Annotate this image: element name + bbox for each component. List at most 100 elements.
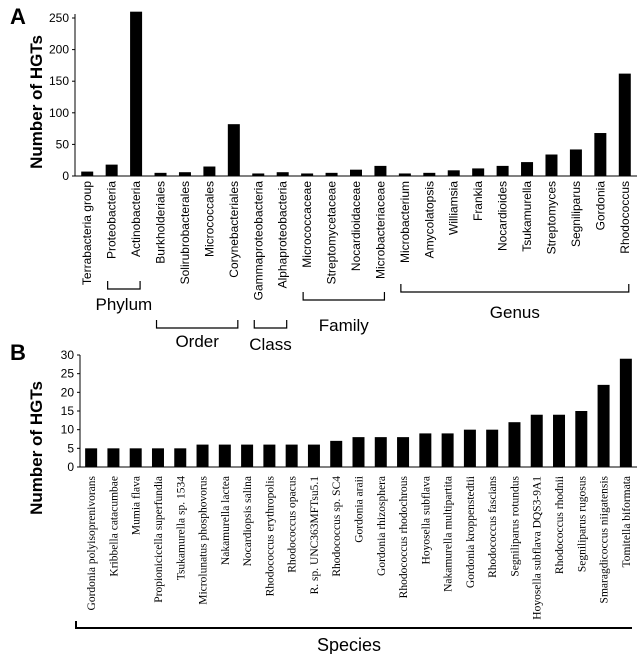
panel-b-xtick-label: Propionicicella superfundia [153,476,165,603]
panel-a-xtick-label: Segniliparus [569,181,583,247]
panel-b-bar [241,444,254,467]
panel-b-bar [597,384,610,467]
panel-b-xtick-label: Nakamurella multipartita [443,476,455,592]
panel-a-group-label: Order [175,332,219,351]
panel-b-bar [352,437,365,467]
panel-b-bar [374,437,387,467]
panel-b-bar [174,448,187,467]
panel-a-bar [374,165,387,176]
panel-b-bar [553,414,566,467]
panel-a-xtick-label: Williamsia [447,181,461,235]
panel-b-ylabel: Number of HGTs [27,381,46,515]
panel-a-group-bracket [253,320,288,329]
panel-a-bar [276,172,289,176]
panel-b-bar [85,448,98,467]
panel-b-xtick-label: Microlunatus phosphovorus [198,475,210,604]
panel-a-xtick-label: Micrococcales [202,181,216,257]
panel-b-ytick-label: 10 [61,423,75,437]
panel-b-xtick-label: Gordonia rhizosphera [376,476,388,576]
panel-a-group-bracket [302,292,386,301]
panel-b-bar [307,444,320,467]
panel-a-bar [81,171,94,176]
panel-a-ytick-label: 100 [49,106,69,120]
panel-a-xtick-label: Corynebacteriales [227,181,241,278]
panel-b-xtick-label: Gordonia polyisoprenivorans [86,475,98,610]
panel-b-xtick-label: Smaragdicoccus niigatensis [599,475,611,603]
panel-a-bar [252,173,265,176]
panel-b-bar [619,358,632,467]
panel-a-xtick-label: Nocardioides [496,181,510,251]
panel-a-xtick-label: Nocardioidaceae [349,181,363,271]
panel-a-xtick-label: Terrabacteria group [80,181,94,285]
panel-b-bar [263,444,276,467]
panel-b-xtick-label: Rhodococcus fascians [487,475,499,577]
panel-a-xtick-label: Tsukamurella [520,181,534,252]
panel-b-bar [218,444,231,467]
panel-b-bar [330,440,343,467]
panel-b-xtick-label: Kribbella catacumbae [108,476,120,577]
panel-b-ytick-label: 0 [67,460,74,474]
panel-a-xtick-label: Rhodococcus [618,181,632,254]
panel-a-bar [398,173,411,176]
panel-b-bar [486,429,499,467]
panel-a-ytick-label: 200 [49,43,69,57]
panel-letter-b: B [10,340,26,365]
panel-letter-a: A [10,4,26,29]
panel-b-xtick-label: Rhodococcus sp. SC4 [331,476,343,577]
panel-b-xlabel: Species [317,635,381,654]
panel-a-xtick-label: Microbacteriaceae [373,181,387,279]
panel-a-xtick-label: Gammaproteobacteria [251,181,265,301]
panel-a-bar [301,173,314,176]
panel-a-ylabel: Number of HGTs [27,35,46,169]
panel-a-group-label: Family [319,316,370,335]
panel-b-bar [441,433,454,467]
panel-b-ytick-label: 25 [61,367,75,381]
panel-b-xtick-label: Tsukamurella sp. 1534 [175,476,187,581]
panel-a-ytick-label: 250 [49,11,69,25]
panel-b-xtick-label: R. sp. UNC363MFTsu5.1 [309,476,321,595]
panel-a-xtick-label: Alphaproteobacteria [276,181,290,289]
panel-a-bar [178,172,191,176]
panel-a-bar [154,172,167,176]
panel-a-ytick-label: 150 [49,74,69,88]
panel-b-bar [285,444,298,467]
panel-a-xtick-label: Actinobacteria [129,181,143,257]
panel-a-xtick-label: Amycolatopsis [422,181,436,258]
panel-a-bar [325,172,338,176]
panel-a-xtick-label: Solirubrobacterales [178,181,192,284]
panel-b-xtick-label: Gordonia kroppenstedtii [465,476,477,588]
panel-a-bar [447,170,460,176]
panel-b-xtick-label: Nakamurella lactea [220,476,232,565]
panel-b-bar [129,448,142,467]
panel-b-bar [419,433,432,467]
panel-a-xtick-label: Microbacterium [398,181,412,263]
panel-a-group-bracket [155,320,239,329]
panel-b-xtick-label: Rhodococcus rhodnii [554,476,566,574]
panel-b-bar [196,444,209,467]
panel-a-ytick-label: 50 [56,137,70,151]
panel-a-bar [227,124,240,176]
panel-a-group-label: Class [249,335,292,354]
panel-a-group-label: Genus [490,303,540,322]
panel-b-chart: 0 5 10 15 20 25 30 Gordonia polyisoprenivorans K… [61,348,637,629]
panel-a-xtick-label: Gordonia [593,181,607,231]
panel-b-bar [397,437,410,467]
panel-a-bar [545,154,558,176]
panel-b-ytick-label: 5 [67,441,74,455]
panel-a-bar [618,73,631,176]
panel-b-bar [151,448,164,467]
panel-a-bar [130,11,143,177]
panel-a-xtick-label: Streptomycetaceae [325,181,339,285]
panel-a-bar [594,133,607,176]
panel-b-species-bracket [75,621,632,629]
panel-b-xtick-label: Hoyosella subflava DQS3-9A1 [532,476,544,620]
panel-b-xtick-label: Mumia flava [131,476,143,535]
panel-a-xtick-label: Proteobacteria [105,181,119,259]
panel-b-xtick-label: Tomitella biformata [621,476,633,567]
panel-b-xtick-label: Hoyosella subflava [420,476,432,564]
panel-a-xtick-label: Frankia [471,181,485,221]
panel-b-bar [508,422,521,467]
panel-a-xtick-label: Micrococcaceae [300,181,314,268]
panel-b-xtick-label: Segniliparus rotundus [509,475,521,576]
